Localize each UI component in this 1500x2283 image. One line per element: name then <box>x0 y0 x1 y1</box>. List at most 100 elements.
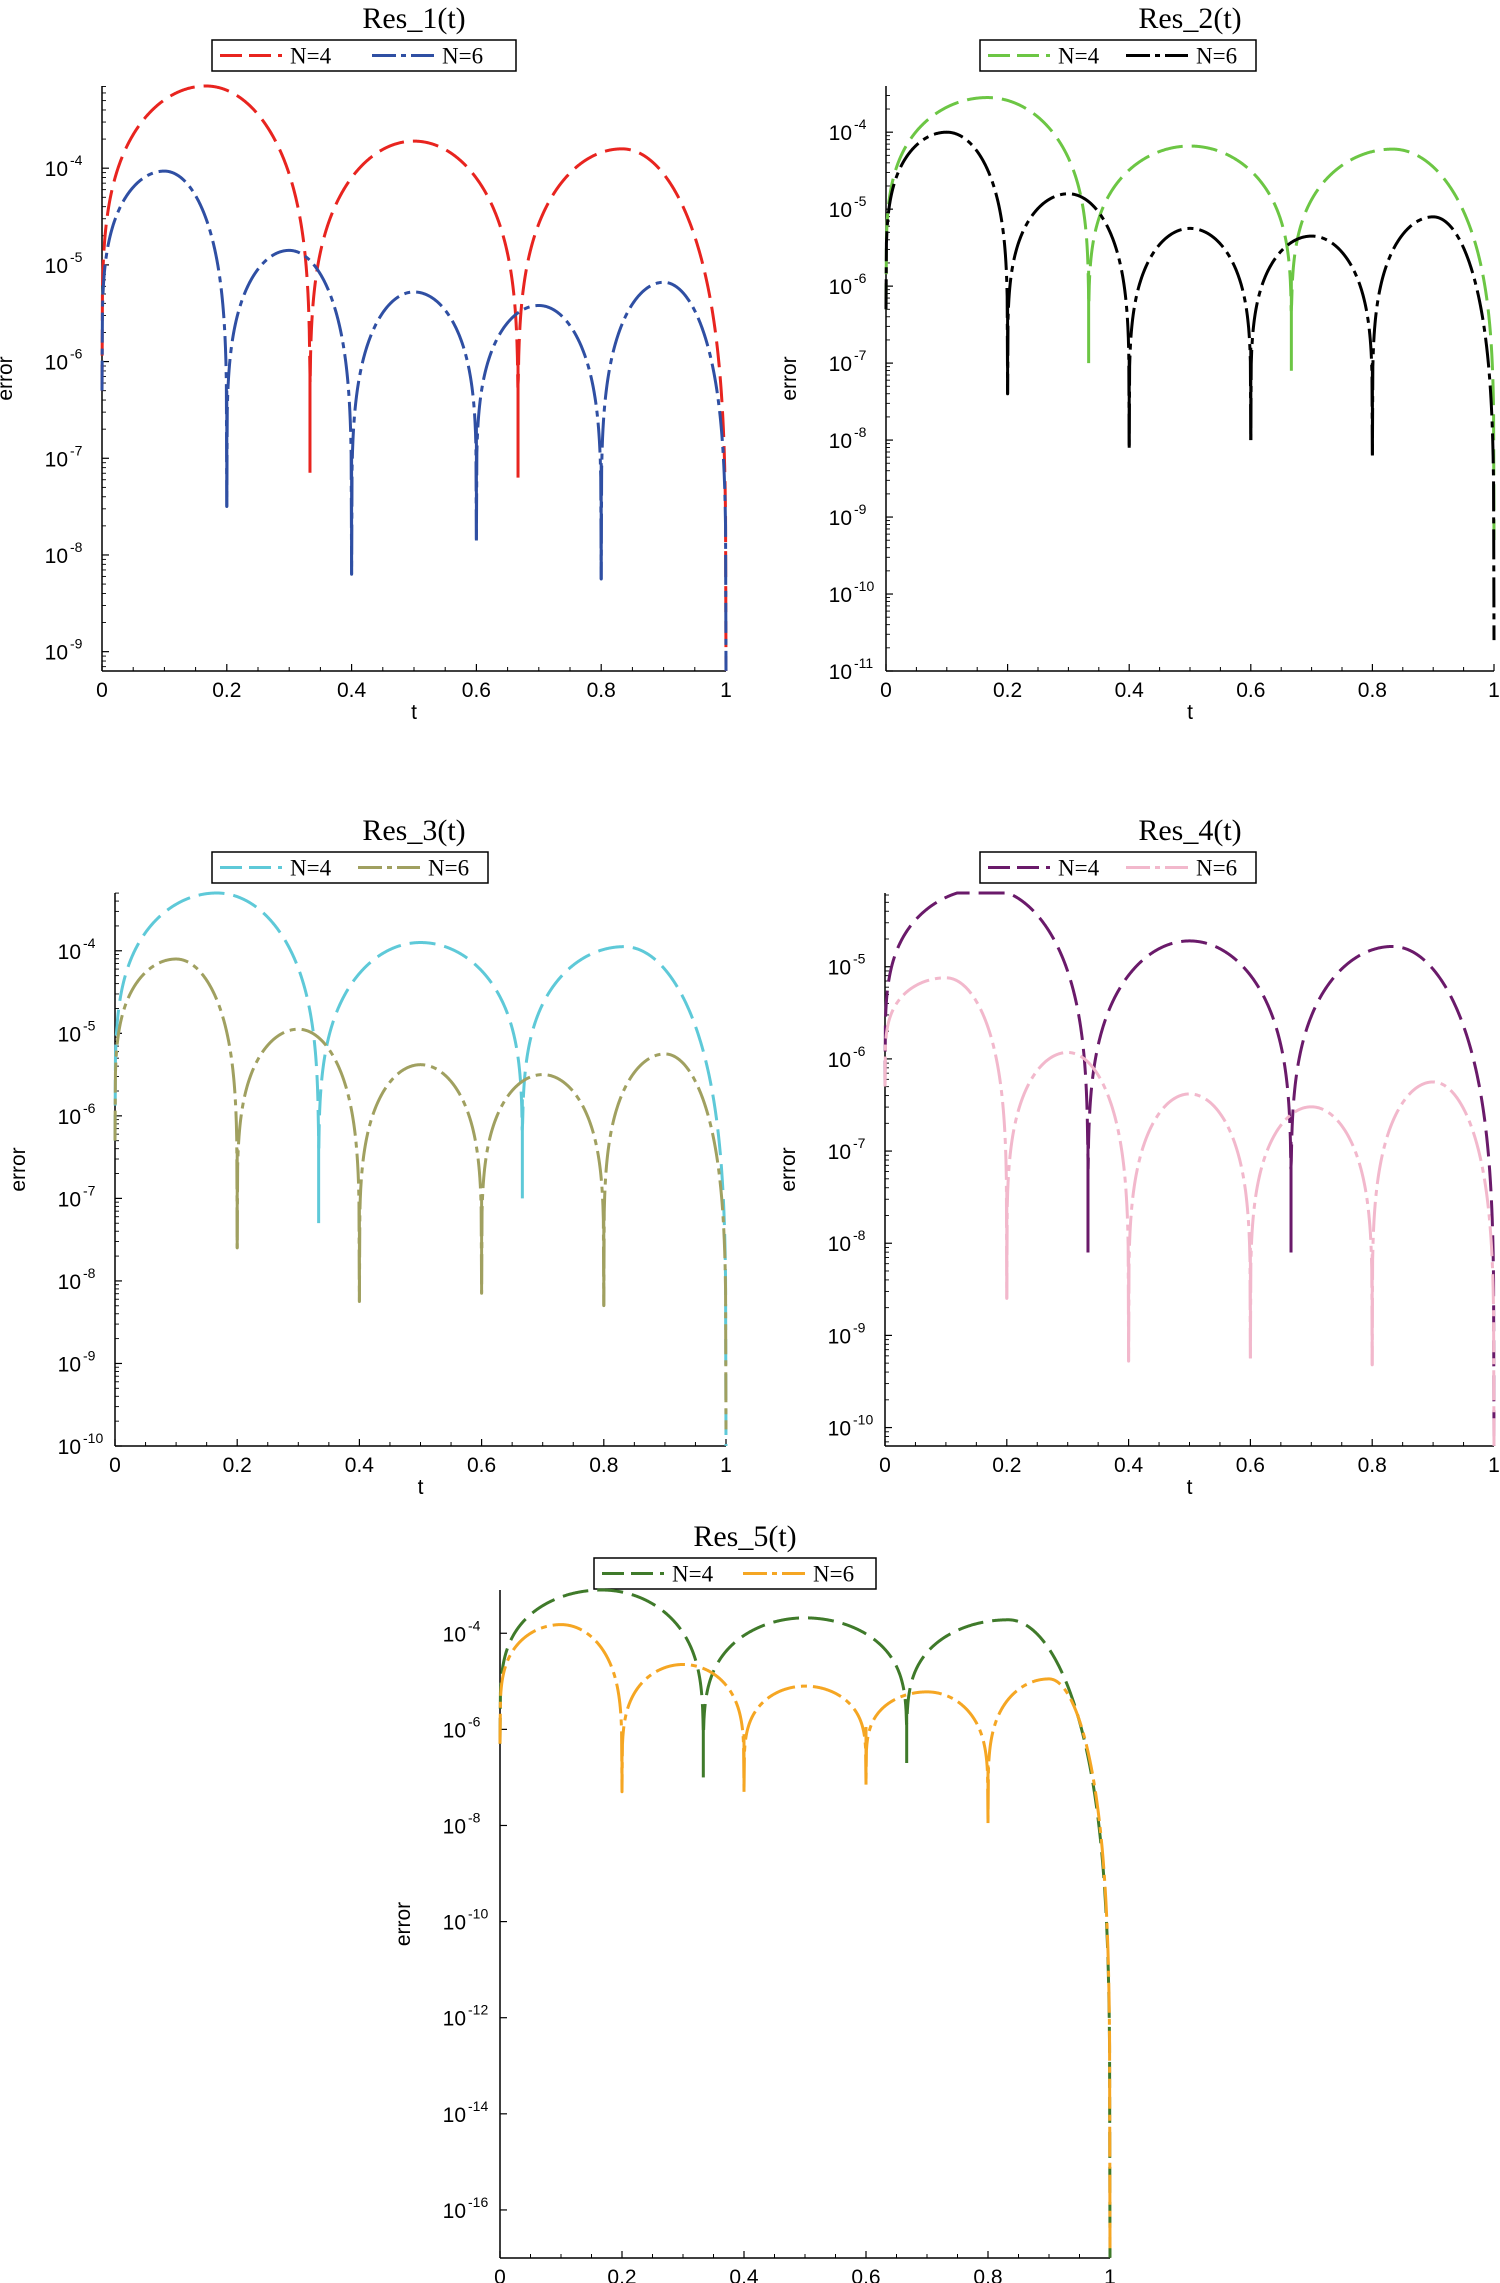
y-tick-exponent: -4 <box>854 116 867 132</box>
y-tick-exponent: -9 <box>83 1347 96 1363</box>
x-tick-label: 0.2 <box>607 2266 636 2283</box>
y-tick-exponent: -5 <box>853 951 866 967</box>
y-tick-exponent: -10 <box>468 1906 488 1922</box>
x-axis-label: t <box>411 701 417 724</box>
chart-title: Res_1(t) <box>362 2 465 35</box>
y-tick-exponent: -12 <box>468 2002 488 2018</box>
series-line <box>498 1623 1112 2249</box>
x-tick-label: 0.2 <box>212 679 241 702</box>
y-tick-exponent: -9 <box>70 636 83 652</box>
legend-label: N=6 <box>1196 44 1237 69</box>
chart-title: Res_2(t) <box>1138 2 1241 35</box>
legend-label: N=6 <box>442 44 483 69</box>
chart-title: Res_3(t) <box>362 814 465 847</box>
y-tick-exponent: -8 <box>468 1809 481 1825</box>
y-tick-label: 10 <box>829 584 852 607</box>
y-tick-exponent: -7 <box>853 1135 866 1151</box>
x-tick-label: 1 <box>1488 1454 1500 1477</box>
x-tick-label: 0.4 <box>337 679 367 702</box>
x-tick-label: 0.6 <box>1236 679 1265 702</box>
legend-label: N=4 <box>290 856 332 881</box>
y-tick-exponent: -10 <box>853 1412 873 1428</box>
x-tick-label: 0.4 <box>1114 1454 1144 1477</box>
x-tick-label: 1 <box>1104 2266 1116 2283</box>
chart-title: Res_5(t) <box>693 1520 796 1553</box>
x-tick-label: 0 <box>96 679 108 702</box>
x-axis-label: t <box>418 1476 424 1499</box>
y-tick-exponent: -7 <box>83 1182 96 1198</box>
y-tick-label: 10 <box>58 1106 81 1129</box>
x-tick-label: 0.2 <box>223 1454 252 1477</box>
x-tick-label: 0 <box>879 1454 891 1477</box>
y-tick-label: 10 <box>828 1049 851 1072</box>
y-tick-exponent: -6 <box>854 270 867 286</box>
y-tick-exponent: -10 <box>83 1430 103 1446</box>
y-tick-exponent: -9 <box>854 501 867 517</box>
y-tick-exponent: -8 <box>853 1227 866 1243</box>
y-tick-label: 10 <box>58 1271 81 1294</box>
x-tick-label: 1 <box>720 1454 732 1477</box>
legend-label: N=4 <box>1058 856 1100 881</box>
x-tick-label: 0.6 <box>462 679 491 702</box>
y-tick-exponent: -7 <box>70 442 83 458</box>
y-tick-exponent: -7 <box>854 347 867 363</box>
y-tick-label: 10 <box>45 352 68 375</box>
y-tick-exponent: -11 <box>854 655 873 671</box>
series-line <box>498 1588 1112 2258</box>
y-tick-label: 10 <box>58 941 81 964</box>
legend-label: N=6 <box>428 856 469 881</box>
y-tick-label: 10 <box>829 276 852 299</box>
y-tick-label: 10 <box>829 507 852 530</box>
x-tick-label: 0.8 <box>589 1454 618 1477</box>
y-axis-label: error <box>0 356 17 400</box>
y-axis-label: error <box>7 1147 30 1191</box>
y-tick-label: 10 <box>443 1912 466 1935</box>
y-tick-label: 10 <box>829 430 852 453</box>
y-tick-label: 10 <box>45 545 68 568</box>
y-tick-label: 10 <box>443 1815 466 1838</box>
y-tick-exponent: -14 <box>468 2098 488 2114</box>
x-tick-label: 0 <box>880 679 892 702</box>
legend-label: N=4 <box>1058 44 1100 69</box>
y-tick-label: 10 <box>45 448 68 471</box>
x-tick-label: 0.6 <box>1236 1454 1265 1477</box>
y-tick-label: 10 <box>443 2200 466 2223</box>
x-tick-label: 0.8 <box>973 2266 1002 2283</box>
x-tick-label: 0.8 <box>587 679 616 702</box>
y-tick-label: 10 <box>829 661 852 684</box>
y-tick-exponent: -5 <box>854 193 867 209</box>
y-tick-exponent: -8 <box>854 424 867 440</box>
y-tick-label: 10 <box>443 1719 466 1742</box>
y-tick-exponent: -6 <box>70 346 83 362</box>
series-line <box>883 976 1496 1446</box>
y-axis-label: error <box>778 356 801 400</box>
y-tick-label: 10 <box>45 158 68 181</box>
x-tick-label: 0.8 <box>1358 679 1387 702</box>
y-tick-label: 10 <box>828 1141 851 1164</box>
x-tick-label: 0.4 <box>729 2266 759 2283</box>
y-tick-label: 10 <box>58 1023 81 1046</box>
y-tick-exponent: -6 <box>853 1043 866 1059</box>
x-tick-label: 0.2 <box>992 1454 1021 1477</box>
y-tick-exponent: -5 <box>83 1017 96 1033</box>
y-tick-label: 10 <box>443 2008 466 2031</box>
y-tick-label: 10 <box>58 1353 81 1376</box>
y-tick-label: 10 <box>443 1623 466 1646</box>
series-line <box>884 96 1496 541</box>
y-tick-label: 10 <box>828 1325 851 1348</box>
y-tick-label: 10 <box>828 957 851 980</box>
series-line <box>113 891 728 1446</box>
y-tick-exponent: -10 <box>854 578 874 594</box>
x-tick-label: 0.4 <box>1115 679 1145 702</box>
y-axis-label: error <box>392 1902 415 1946</box>
y-tick-exponent: -16 <box>468 2194 488 2210</box>
y-tick-label: 10 <box>443 2104 466 2127</box>
x-tick-label: 0.6 <box>467 1454 496 1477</box>
y-tick-exponent: -9 <box>853 1319 866 1335</box>
x-tick-label: 1 <box>720 679 732 702</box>
chart-panel: Res_5(t)N=4N=600.20.40.60.81terror10-161… <box>392 1520 1116 2283</box>
